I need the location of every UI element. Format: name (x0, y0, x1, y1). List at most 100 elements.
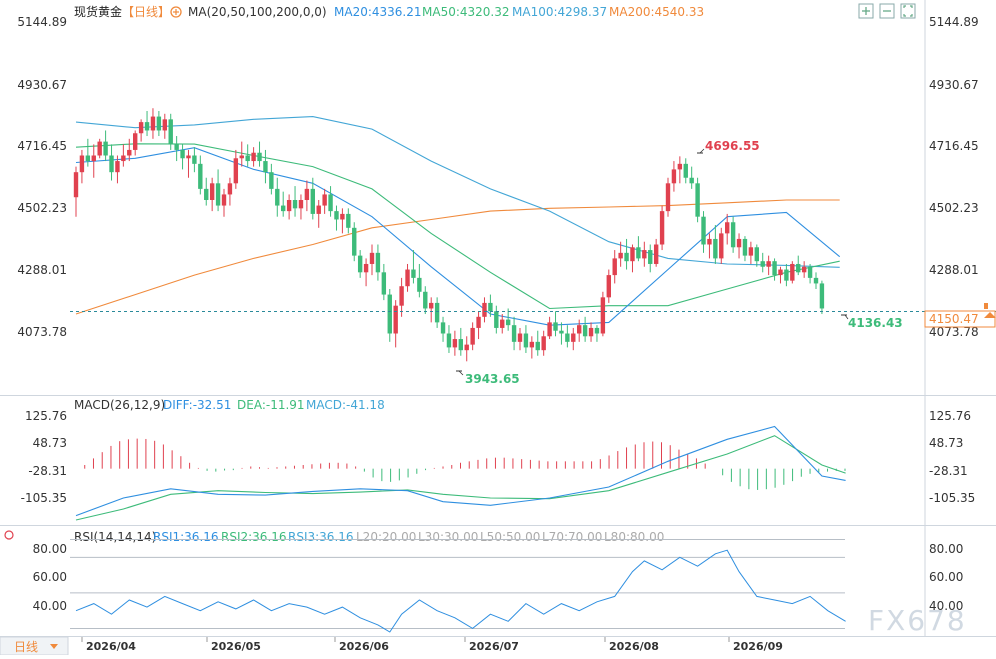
candle-body (310, 188, 315, 214)
candle-body (796, 263, 801, 273)
candle-body (209, 183, 215, 200)
candle-body (482, 302, 487, 317)
candle-body (807, 266, 813, 278)
candle-body (736, 238, 742, 248)
price-tick-right: 4288.01 (929, 263, 979, 277)
macd-tick-left: 48.73 (33, 436, 67, 450)
candle-body (772, 261, 777, 276)
macd-diff-line (75, 425, 846, 517)
candle-body (730, 222, 736, 248)
candle-body (494, 311, 499, 328)
candle-body (588, 327, 594, 337)
date-label: 2026/07 (469, 640, 519, 653)
settings-gear-icon[interactable] (170, 6, 182, 18)
price-tick-left: 4930.67 (17, 78, 67, 92)
candle-body (612, 258, 617, 276)
candle-body (239, 155, 244, 159)
rsi-l50: L50:50.00 (480, 530, 540, 544)
candle-body (227, 183, 233, 195)
macd-axis-left: 125.76 48.73 -28.31 -105.35 (21, 409, 67, 505)
rsi-level-lines (70, 539, 845, 629)
date-label: 2026/06 (339, 640, 389, 653)
zoom-in-icon[interactable] (858, 3, 874, 19)
rsi-l30: L30:30.00 (418, 530, 478, 544)
candle-body (162, 119, 167, 131)
macd-value: MACD:-41.18 (306, 398, 385, 412)
rsi-l20: L20:20.00 (356, 530, 416, 544)
candle-body (375, 252, 381, 273)
price-tick-left: 5144.89 (17, 15, 67, 29)
candle-body (624, 252, 629, 262)
candle-body (440, 322, 446, 334)
candle-body (618, 252, 623, 259)
candle-body (766, 261, 771, 267)
candle-body (713, 238, 718, 259)
rsi-tick-right: 40.00 (929, 599, 963, 613)
macd-tick-right: 48.73 (929, 436, 963, 450)
candle-body (559, 330, 564, 334)
rsi-settings-icon[interactable] (4, 530, 14, 540)
price-tick-right: 4073.78 (929, 325, 979, 339)
candle-body (281, 205, 286, 212)
candle-body (215, 183, 221, 206)
macd-tick-left: 125.76 (25, 409, 67, 423)
candle-body (357, 255, 363, 273)
annotations: 4696.55 3943.65 4136.43 (456, 139, 903, 386)
candle-body (801, 266, 807, 273)
fullscreen-icon[interactable] (900, 3, 916, 19)
candle-body (754, 247, 759, 262)
candle-body (257, 152, 262, 162)
macd-axis-right: 125.76 48.73 -28.31 -105.35 (929, 409, 975, 505)
candle-body (683, 163, 688, 178)
candle-body (192, 155, 197, 164)
candle-body (103, 141, 108, 156)
period-dropdown-icon[interactable] (50, 644, 58, 649)
candle-body (127, 149, 132, 156)
price-axis-right: 5144.89 4930.67 4716.45 4502.23 4288.01 … (929, 15, 979, 339)
candle-body (156, 116, 162, 131)
candle-body (547, 322, 552, 337)
candle-body (423, 291, 428, 309)
macd-tick-right: 125.76 (929, 409, 971, 423)
candle-body (73, 172, 79, 198)
candle-body (594, 327, 600, 334)
high-marker (699, 148, 705, 154)
period-label[interactable]: 【日线】 (122, 5, 170, 19)
date-label: 2026/05 (211, 640, 261, 653)
candle-body (778, 269, 783, 276)
rsi-axis-right: 80.00 60.00 40.00 (929, 542, 963, 613)
symbol-title: 现货黄金 (74, 4, 122, 19)
candle-body (725, 222, 730, 234)
price-axis-left: 5144.89 4930.67 4716.45 4502.23 4288.01 … (17, 15, 67, 339)
candle-body (434, 302, 440, 323)
candle-body (109, 155, 114, 173)
rsi3-value: RSI3:36.16 (288, 530, 354, 544)
candle-body (286, 200, 292, 212)
rsi-tick-left: 40.00 (33, 599, 67, 613)
current-price-arrow-icon (984, 312, 996, 318)
candle-body (571, 333, 576, 342)
candle-body (174, 144, 179, 150)
candle-body (452, 339, 458, 348)
candle-body (198, 163, 203, 189)
candle-body (636, 247, 641, 259)
macd-tick-left: -105.35 (21, 491, 67, 505)
ma100-value: MA100:4298.37 (512, 5, 607, 19)
last-low-annotation: 4136.43 (848, 316, 903, 330)
candle-body (642, 250, 647, 259)
rsi-lines (75, 549, 846, 633)
high-annotation: 4696.55 (705, 139, 760, 153)
candle-body (417, 277, 422, 292)
candle-body (429, 302, 434, 309)
price-tick-left: 4502.23 (17, 201, 67, 215)
price-pane-header: 现货黄金 【日线】 MA(20,50,100,200,0,0) MA20:433… (74, 4, 704, 19)
candle-body (328, 194, 333, 212)
candle-body (565, 333, 570, 342)
candle-body (523, 333, 529, 348)
candle-body (381, 272, 387, 295)
zoom-out-icon[interactable] (879, 3, 895, 19)
price-tick-right: 4502.23 (929, 201, 979, 215)
candle-body (316, 205, 321, 214)
